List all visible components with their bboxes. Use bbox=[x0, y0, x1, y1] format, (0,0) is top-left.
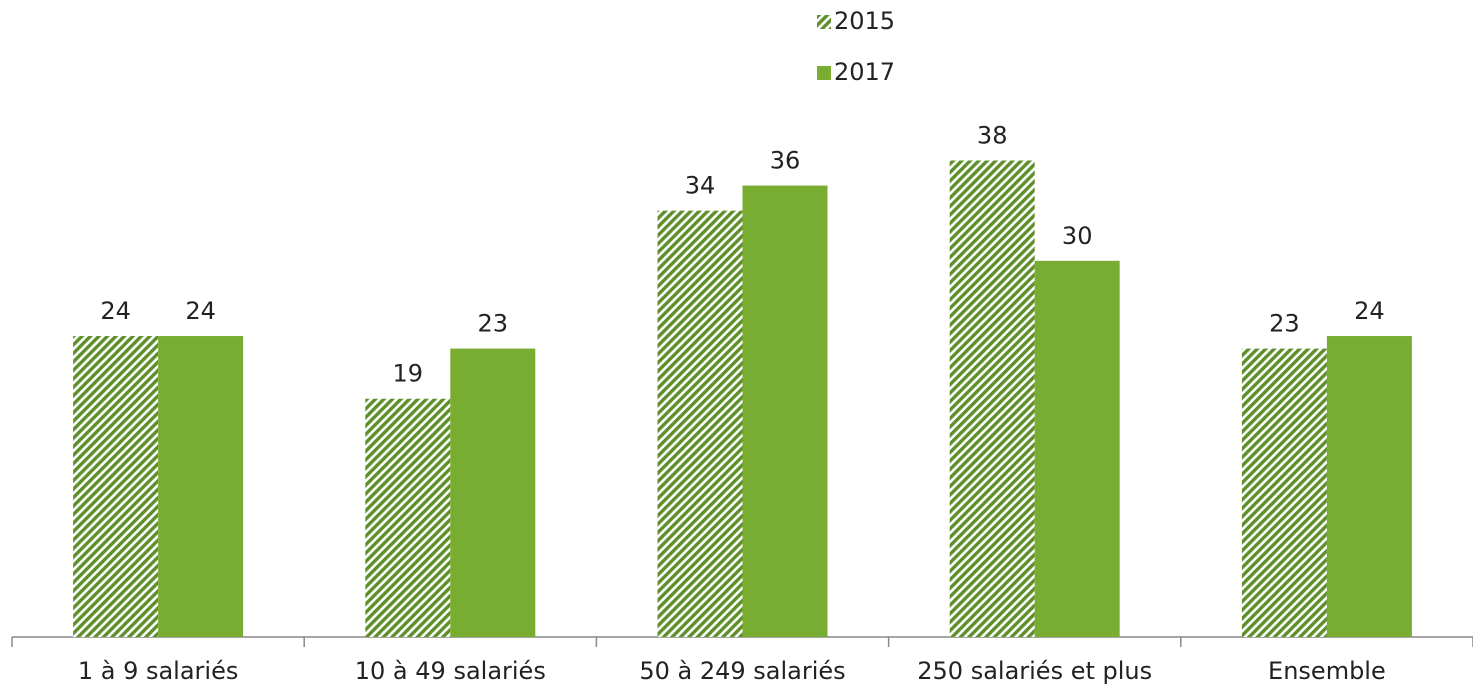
bar bbox=[657, 210, 743, 637]
data-label: 24 bbox=[185, 297, 216, 325]
bar bbox=[742, 185, 828, 637]
x-tick-label: 50 à 249 salariés bbox=[639, 657, 845, 685]
x-tick-label: 10 à 49 salariés bbox=[355, 657, 546, 685]
x-tick-label: 250 salariés et plus bbox=[917, 657, 1152, 685]
bar bbox=[450, 348, 536, 637]
bar bbox=[1326, 336, 1412, 637]
data-label: 23 bbox=[478, 310, 509, 338]
data-label: 19 bbox=[393, 360, 424, 388]
legend-label: 2017 bbox=[834, 58, 895, 86]
bar bbox=[949, 160, 1035, 638]
bar bbox=[73, 336, 159, 637]
legend-swatch bbox=[817, 15, 831, 29]
bar bbox=[1241, 348, 1327, 637]
data-label: 24 bbox=[100, 297, 131, 325]
data-label: 38 bbox=[977, 121, 1008, 149]
data-label: 34 bbox=[685, 172, 716, 200]
legend-label: 2015 bbox=[834, 7, 895, 35]
data-label: 36 bbox=[770, 147, 801, 175]
x-tick-label: Ensemble bbox=[1268, 657, 1386, 685]
x-tick-label: 1 à 9 salariés bbox=[78, 657, 239, 685]
bar bbox=[158, 336, 244, 637]
data-label: 23 bbox=[1269, 310, 1300, 338]
bar bbox=[1034, 260, 1120, 637]
bar bbox=[365, 398, 451, 637]
data-label: 24 bbox=[1354, 297, 1385, 325]
legend-swatch bbox=[817, 66, 831, 80]
data-label: 30 bbox=[1062, 222, 1093, 250]
